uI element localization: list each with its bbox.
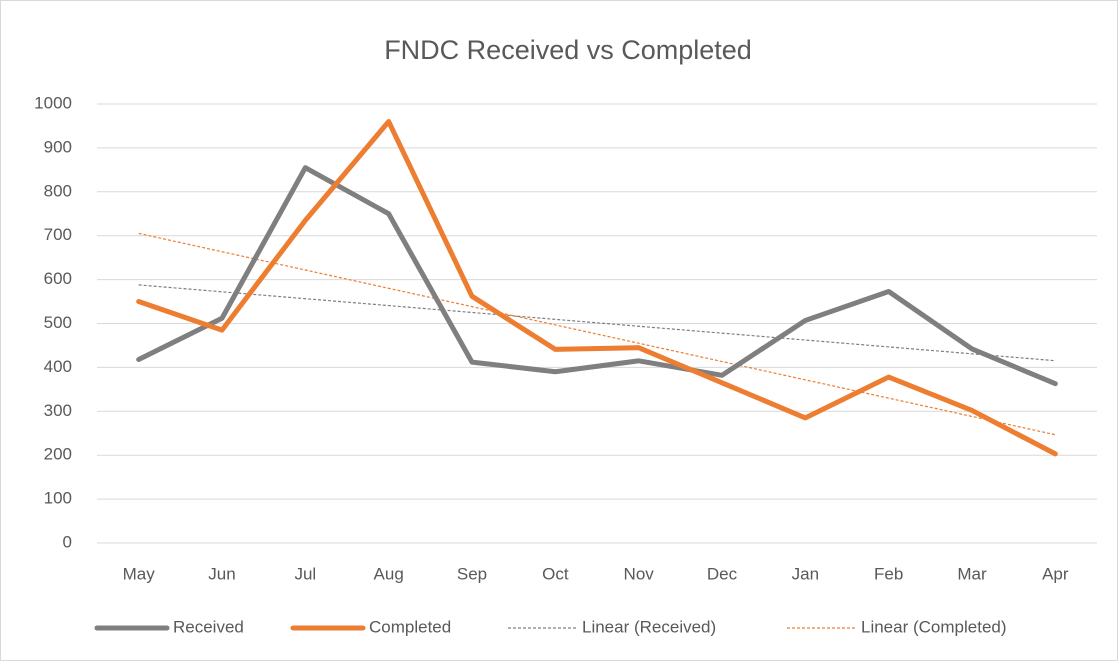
series-line	[136, 119, 1058, 457]
y-tick-label: 1000	[34, 93, 72, 112]
legend-label: Linear (Received)	[582, 617, 716, 636]
x-tick-label: Jul	[294, 564, 316, 583]
y-tick-label: 300	[44, 401, 72, 420]
x-tick-label: Nov	[624, 564, 655, 583]
x-tick-label: Dec	[707, 564, 738, 583]
y-tick-label: 400	[44, 357, 72, 376]
x-tick-label: Jan	[792, 564, 819, 583]
x-tick-label: Sep	[457, 564, 487, 583]
x-tick-label: Mar	[957, 564, 987, 583]
x-tick-label: Apr	[1042, 564, 1069, 583]
trendline	[138, 284, 1056, 362]
y-tick-label: 200	[44, 445, 72, 464]
y-tick-label: 100	[44, 489, 72, 508]
x-tick-label: Aug	[374, 564, 404, 583]
x-tick-label: Feb	[874, 564, 903, 583]
y-tick-label: 600	[44, 269, 72, 288]
y-tick-label: 0	[63, 532, 72, 551]
y-tick-label: 500	[44, 313, 72, 332]
legend-label: Linear (Completed)	[861, 617, 1007, 636]
y-tick-label: 800	[44, 181, 72, 200]
y-tick-label: 900	[44, 137, 72, 156]
chart-title: FNDC Received vs Completed	[384, 35, 752, 65]
legend-label: Received	[173, 617, 244, 636]
trendline	[138, 232, 1056, 436]
legend-label: Completed	[369, 617, 451, 636]
x-tick-label: May	[123, 564, 156, 583]
x-tick-label: Oct	[542, 564, 569, 583]
series-line	[136, 165, 1058, 387]
x-tick-label: Jun	[208, 564, 235, 583]
y-tick-label: 700	[44, 225, 72, 244]
